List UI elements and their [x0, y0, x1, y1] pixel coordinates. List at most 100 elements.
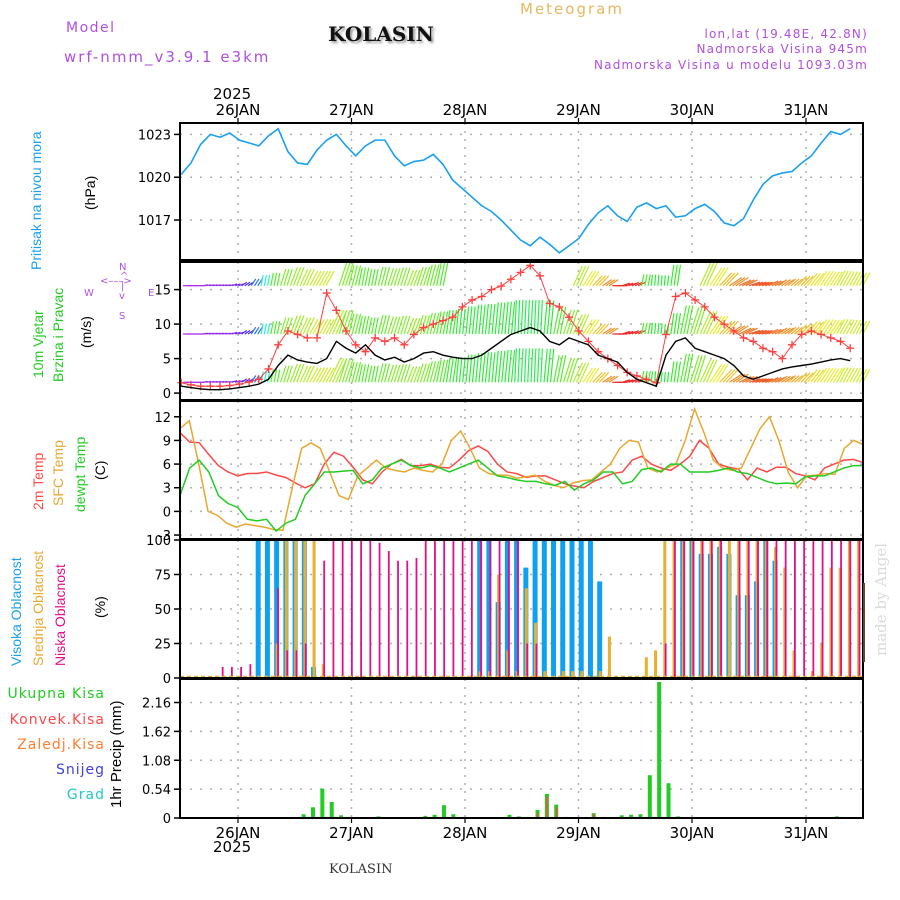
wind-arrow — [442, 263, 449, 286]
wind-arrow — [244, 330, 251, 335]
wind-arrow — [832, 319, 844, 335]
wind-arrow — [361, 364, 367, 383]
wind-gust-marker — [555, 302, 564, 311]
wind-arrow — [481, 353, 486, 383]
wind-gust-marker — [720, 320, 729, 329]
wind-gust-marker — [458, 302, 467, 311]
station-title: KOLASIN — [328, 22, 434, 46]
wind-arrow — [413, 318, 421, 335]
wind-arrow — [510, 301, 516, 335]
wind-gust-marker — [293, 330, 302, 339]
wind-arrow — [390, 316, 398, 335]
wind-arrow — [273, 272, 278, 286]
wind-arrow — [699, 359, 712, 383]
wind-arrow — [657, 274, 660, 286]
wind-arrow — [257, 326, 263, 335]
wind-arrow — [699, 262, 712, 286]
wind-arrow — [439, 311, 446, 335]
wind-arrow — [729, 325, 743, 335]
wind-gust-marker — [506, 275, 515, 284]
wind-arrow — [644, 274, 648, 286]
wind-arrow — [579, 265, 590, 286]
wind-arrow — [322, 319, 332, 335]
cloud-low-bar — [240, 666, 243, 677]
wind-arrow — [325, 367, 335, 383]
wind-arrow — [829, 368, 840, 383]
wind-arrow — [423, 315, 431, 335]
wind-gust-marker — [729, 327, 738, 335]
y-tick-label: 10 — [154, 318, 171, 333]
wind-arrow — [790, 375, 800, 383]
wind-gust-marker — [177, 378, 186, 387]
wind-arrow — [559, 355, 567, 383]
wind-arrow — [706, 262, 718, 286]
wind-gust-marker — [739, 333, 748, 342]
cloud-low-bar — [323, 560, 326, 677]
wind-arrow — [423, 363, 431, 383]
cloud-mid-bar — [561, 671, 565, 677]
wind-gust-marker — [817, 330, 826, 339]
wind-arrow — [729, 276, 743, 287]
wind-arrow — [312, 367, 322, 383]
y-tick-label: 1020 — [138, 171, 171, 186]
cloud-low-bar — [821, 540, 824, 677]
wind-gust-marker — [419, 323, 428, 332]
wind-gust-marker — [642, 375, 651, 384]
wind-gust-marker — [216, 382, 225, 391]
wind-arrow — [598, 323, 610, 335]
wind-arrow — [406, 318, 415, 335]
wind-arrow — [806, 272, 818, 287]
wind-arrow — [572, 265, 583, 286]
wind-arrow — [445, 358, 451, 383]
wind-arrow — [653, 371, 657, 383]
wind-arrow — [279, 317, 287, 335]
y-tick-label: 2.16 — [142, 697, 171, 712]
precip-total-bar — [647, 775, 652, 818]
wind-arrow — [644, 322, 648, 335]
wind-gust-marker — [700, 302, 709, 311]
wind-arrow — [429, 264, 437, 286]
cloud-low-bar — [664, 643, 667, 677]
wind-arrow — [719, 369, 733, 383]
cloud-high-bar — [504, 540, 510, 677]
wind-arrow — [839, 270, 849, 286]
cloud-high-bar — [477, 540, 483, 677]
wind-arrow — [715, 315, 729, 335]
wind-arrow — [797, 275, 808, 287]
wind-arrow — [849, 271, 859, 286]
wind-arrow — [715, 363, 729, 383]
cloud-mid-bar — [727, 540, 731, 677]
wind-arrow — [302, 317, 312, 335]
wind-arrow — [475, 304, 480, 335]
wind-arrow — [816, 367, 828, 383]
wind-arrow — [374, 365, 379, 383]
wind-arrow — [712, 267, 726, 287]
wind-arrow — [634, 330, 643, 335]
wind-arrow — [462, 357, 466, 383]
y-tick-label: 5 — [163, 353, 171, 368]
wind-gust-marker — [254, 375, 263, 384]
wind-arrow — [497, 302, 503, 335]
wind-arrow — [800, 372, 811, 383]
wind-arrow — [660, 275, 663, 286]
wind-arrow — [771, 376, 782, 383]
wind-arrow — [393, 316, 401, 335]
wind-arrow — [559, 306, 567, 335]
wind-arrow — [663, 323, 666, 335]
top-day-label: 28JAN — [443, 101, 488, 119]
wind-gust-marker — [409, 330, 418, 339]
wind-gust-marker — [797, 330, 806, 339]
wind-arrow — [332, 358, 345, 383]
wind-arrow — [709, 363, 723, 383]
wind-arrow — [562, 357, 572, 383]
precip-total-bar — [441, 805, 446, 818]
wind-arrow — [797, 323, 808, 335]
wind-arrow — [475, 353, 480, 383]
wind-arrow — [364, 364, 370, 383]
wind-arrow — [351, 361, 358, 383]
wind-arrow — [319, 319, 329, 335]
wind-arrow — [315, 367, 325, 383]
wind-arrow — [523, 348, 527, 383]
wind-arrow — [423, 266, 431, 286]
cloud-low-bar — [461, 540, 464, 677]
